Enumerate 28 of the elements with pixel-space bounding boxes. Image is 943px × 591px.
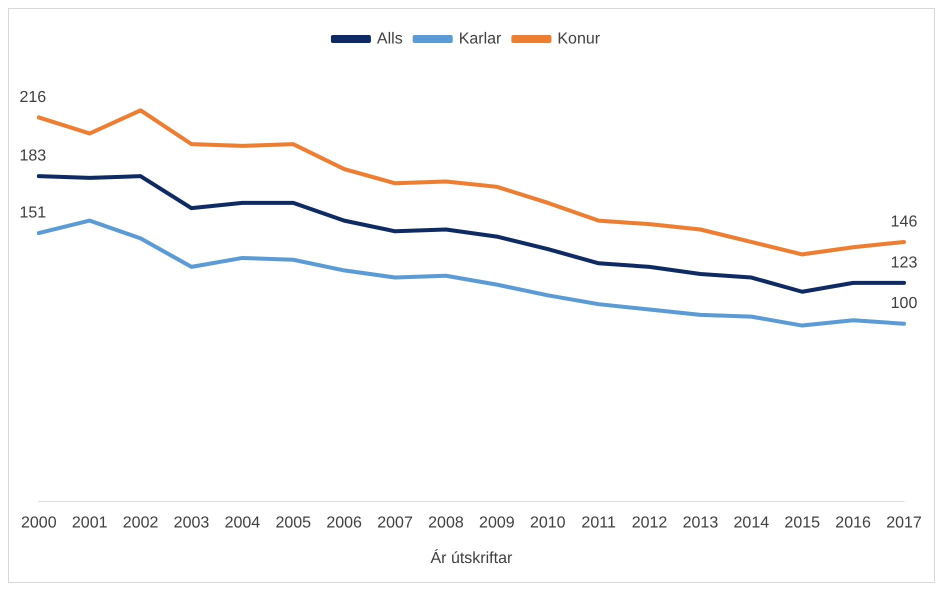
data-label: 183 [19,148,46,165]
x-tick-label: 2001 [72,514,108,532]
x-tick-label: 2017 [886,514,922,532]
x-tick-label: 2014 [734,514,770,532]
data-label: 151 [19,204,46,222]
x-tick-label: 2010 [530,514,566,532]
x-tick-label: 2002 [122,514,158,532]
legend-label: Konur [557,30,601,48]
x-tick-label: 2016 [835,514,872,532]
x-tick-label: 2000 [21,514,57,532]
legend-label: Karlar [458,30,502,48]
x-tick-label: 2007 [377,514,413,532]
legend-label: Alls [376,30,403,48]
x-tick-label: 2012 [632,514,668,532]
x-tick-label: 2013 [682,514,718,532]
data-label: 100 [890,295,918,312]
x-tick-label: 2004 [224,514,260,532]
x-tick-label: 2003 [174,514,210,532]
data-label: 123 [890,254,918,272]
x-tick-label: 2005 [275,514,312,532]
x-tick-label: 2008 [428,514,464,532]
x-tick-label: 2009 [479,514,515,532]
x-tick-label: 2006 [326,514,362,532]
x-axis-title: Ár útskriftar [430,548,513,567]
x-tick-label: 2011 [581,514,616,532]
x-tick-label: 2015 [784,514,820,532]
data-label: 216 [19,88,46,106]
data-label: 146 [890,213,918,230]
